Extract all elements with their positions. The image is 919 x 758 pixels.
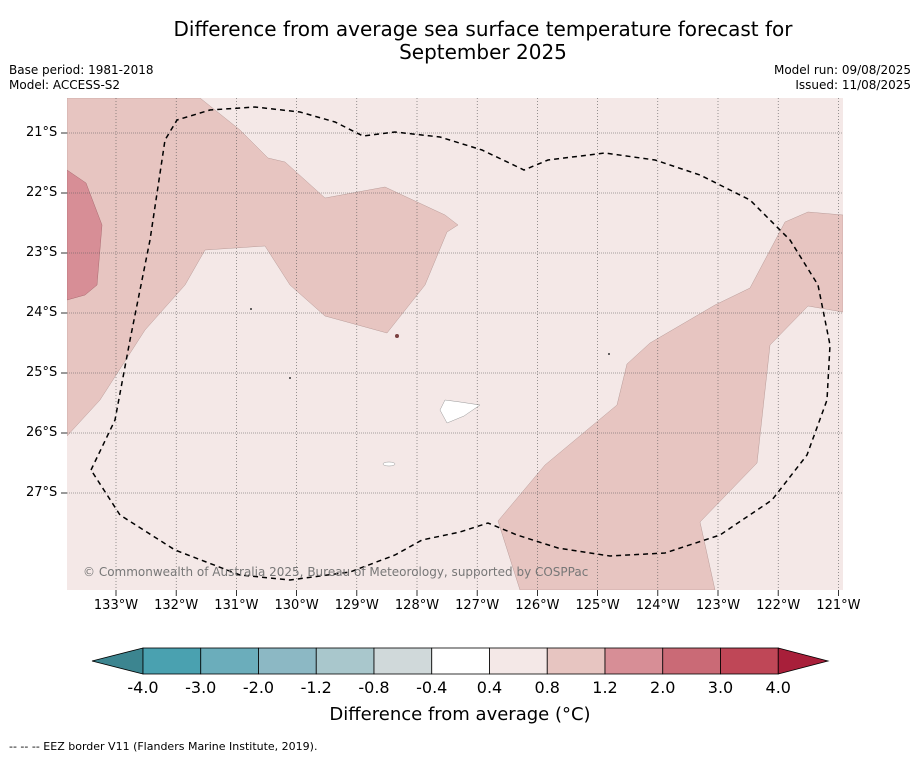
latitude-label: 26°S (26, 425, 58, 440)
eez-border (90, 106, 831, 581)
colorbar-tick-label: 4.0 (765, 678, 791, 697)
colorbar-tick-label: -3.0 (185, 678, 217, 697)
colorbar-title-text: Difference from average (°C) (329, 704, 591, 725)
x-tick-marks (115, 590, 839, 596)
longitude-label: 123°W (695, 598, 741, 613)
longitude-label: 126°W (515, 598, 560, 613)
colorbar (91, 647, 830, 675)
colorbar-segment (142, 647, 202, 675)
map-title: Difference from average sea surface temp… (0, 18, 919, 64)
colorbar-segment (662, 647, 721, 675)
island-dot (395, 334, 399, 338)
colorbar-segment (373, 647, 433, 675)
longitude-label: 125°W (575, 598, 620, 613)
colorbar-segment (200, 647, 259, 675)
copyright-credit: © Commonwealth of Australia 2025, Bureau… (83, 565, 589, 579)
colorbar-title: Difference from average (°C) (0, 704, 919, 725)
longitude-label: 121°W (816, 598, 861, 613)
sst-anomaly-field (67, 98, 843, 590)
map-title-line1: Difference from average sea surface temp… (173, 17, 793, 41)
region-1.2-2.0-west (67, 169, 103, 301)
longitude-label: 122°W (756, 598, 801, 613)
region-0.8-1.2-north (67, 98, 459, 437)
longitude-label: 131°W (214, 598, 259, 613)
colorbar-segment (489, 647, 548, 675)
island-dot (608, 353, 610, 355)
island-dot (250, 308, 252, 310)
longitude-label: 132°W (154, 598, 199, 613)
latitude-label: 22°S (26, 185, 58, 200)
colorbar-segment (604, 647, 664, 675)
colorbar-tick-label: 1.2 (592, 678, 618, 697)
region-neutral-small (382, 461, 396, 467)
latitude-label: 21°S (26, 125, 58, 140)
model-run: Model run: 09/08/2025 (773, 63, 911, 77)
longitude-label: 133°W (93, 598, 139, 613)
meta-right: Model run: 09/08/2025 Issued: 11/08/2025 (774, 63, 911, 93)
colorbar-tick-label: 0.4 (476, 678, 503, 697)
colorbar-segment (258, 647, 317, 675)
colorbar-tick-label: -2.0 (242, 678, 275, 697)
island-dot (289, 377, 291, 379)
base-period: Base period: 1981-2018 (9, 63, 154, 77)
colorbar-tick-label: 0.8 (534, 678, 560, 697)
longitude-label: 130°W (274, 598, 319, 613)
longitude-label: 127°W (455, 598, 500, 613)
region-neutral (439, 399, 481, 424)
latitude-label: 27°S (26, 485, 58, 500)
colorbar-tick-label: -0.8 (358, 678, 390, 697)
colorbar-segment (315, 647, 375, 675)
latitude-label: 23°S (26, 245, 58, 260)
graticule (67, 98, 843, 590)
longitude-label: 124°W (635, 598, 680, 613)
colorbar-tick-label: -1.2 (300, 678, 332, 697)
issued-date: Issued: 11/08/2025 (795, 78, 911, 92)
colorbar-segment (546, 647, 606, 675)
latitude-label: 25°S (26, 365, 58, 380)
y-tick-marks (61, 132, 67, 494)
colorbar-tick-label: 2.0 (650, 678, 676, 697)
colorbar-tick-label: -0.4 (416, 678, 448, 697)
colorbar-extend-high (777, 647, 830, 675)
map-title-line2: September 2025 (399, 40, 567, 64)
colorbar-segment (720, 647, 779, 675)
colorbar-extend-low (91, 647, 144, 675)
longitude-label: 129°W (334, 598, 379, 613)
colorbar-tick-label: 3.0 (707, 678, 734, 697)
region-0.8-1.2-southeast (497, 211, 843, 590)
longitude-label: 128°W (394, 598, 440, 613)
eez-footer-note: -- -- -- EEZ border V11 (Flanders Marine… (9, 740, 318, 753)
meta-left: Base period: 1981-2018 Model: ACCESS-S2 (9, 63, 154, 93)
colorbar-tick-label: -4.0 (127, 678, 159, 697)
latitude-label: 24°S (26, 305, 58, 320)
colorbar-segment (431, 647, 490, 675)
model-name: Model: ACCESS-S2 (9, 78, 121, 92)
